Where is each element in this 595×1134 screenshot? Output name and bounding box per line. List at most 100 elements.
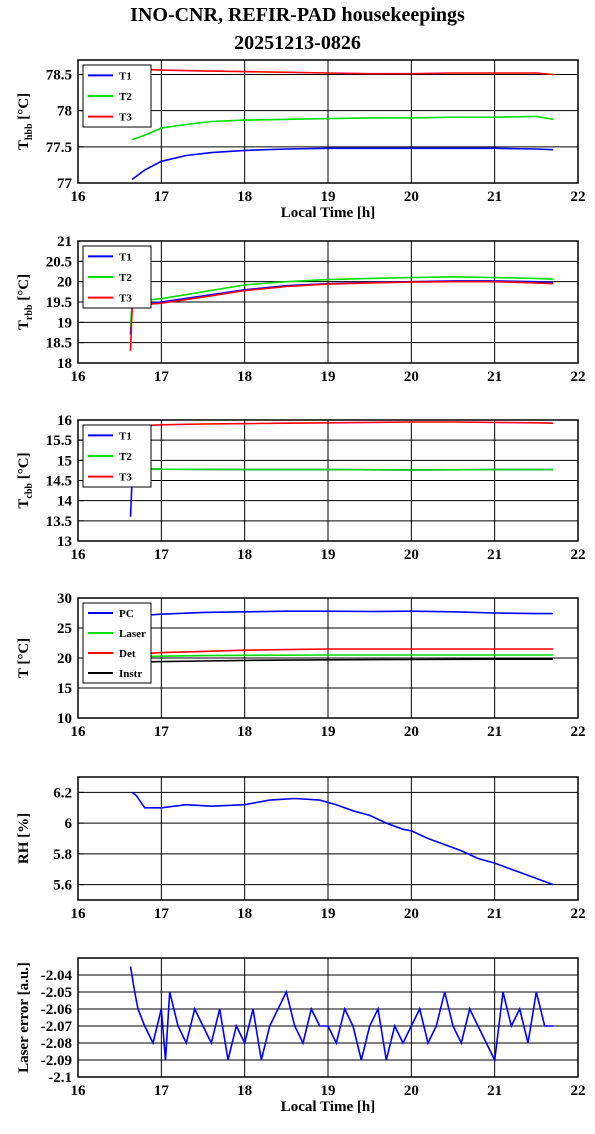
y-tick-label: 19 [57,315,72,331]
chart-title-line2: 20251213-0826 [234,32,361,54]
x-tick-label: 19 [321,189,336,205]
series-line-instr [132,658,553,663]
series-line-t1 [129,467,553,517]
chart-panel-3: 13 13.5 14 14.5 15 15.5 16 16 17 18 19 20 21 22 Tcbb [… [16,413,586,563]
x-axis-label: Local Time [h] [281,1099,375,1115]
y-tick-label: -2.05 [41,985,72,1001]
legend-label: T2 [119,91,132,103]
y-tick-label: 20.5 [46,254,72,270]
x-tick-label: 16 [71,369,87,385]
y-axis-label: Laser error [a.u.] [16,962,32,1073]
x-tick-label: 18 [237,547,252,563]
y-axis-label: Thbb [°C] [16,93,35,150]
chart-panel-6: -2.1-2.09-2.08-2.07-2.06-2.05-2.04 16 17 18… [16,957,586,1115]
plot-frame [77,59,579,184]
x-tick-label: 18 [237,189,252,205]
legend-label: T1 [119,70,132,82]
x-tick-label: 21 [487,547,502,563]
series-line-data [129,966,553,1063]
x-tick-label: 16 [71,906,87,922]
x-tick-label: 22 [571,906,586,922]
x-tick-label: 16 [71,1083,87,1099]
chart-panel-2: 18 18.5 19 19.5 20 20.5 21 16 17 18 19 20 21 22 Trbb [… [16,234,586,385]
y-tick-label: 14 [57,494,73,510]
x-tick-label: 22 [571,189,586,205]
y-tick-label: 19.5 [46,295,72,311]
y-tick-label: -2.1 [48,1070,72,1086]
x-tick-label: 18 [237,1083,252,1099]
chart-panel-1: 77 77.5 78 78.5 16 17 18 19 20 21 22 Local Time [h]… [16,59,586,221]
x-tick-label: 19 [321,906,336,922]
series-line-t1 [129,280,554,335]
y-tick-label: 21 [57,234,72,250]
series-line-laser [132,654,553,658]
x-tick-label: 19 [321,724,336,740]
x-tick-label: 20 [404,906,419,922]
y-tick-label: 18.5 [46,336,72,352]
chart-panel-5: 5.6 5.8 6 6.2 16 17 18 19 20 21 22 RH [%] [16,776,586,922]
legend-label: T1 [119,251,132,263]
x-tick-label: 16 [71,724,87,740]
legend-label: Det [119,648,136,660]
y-tick-label: -2.09 [41,1053,72,1069]
x-tick-label: 19 [321,369,336,385]
legend-label: T3 [119,112,132,124]
legend-label: PC [119,608,134,620]
y-tick-label: 15 [57,453,72,469]
y-tick-label: 20 [57,651,72,667]
chart-panel-4: 10 15 20 25 30 16 17 18 19 20 21 22 T [°C] PC Laser Det… [16,591,586,740]
y-tick-label: 30 [57,591,72,607]
y-axis-label: RH [%] [16,813,32,864]
x-tick-label: 17 [154,547,170,563]
x-tick-label: 17 [154,189,170,205]
y-tick-label: 25 [57,621,72,637]
y-axis-label: Trbb [°C] [16,274,35,330]
y-tick-label: 5.6 [53,878,72,894]
y-tick-label: 6.2 [53,785,72,801]
y-tick-label: 16 [57,413,73,429]
x-tick-label: 17 [154,724,170,740]
x-tick-label: 18 [237,724,252,740]
x-tick-label: 17 [154,369,170,385]
y-tick-label: 10 [57,711,72,727]
x-axis-label: Local Time [h] [281,205,375,221]
y-tick-label: 6 [65,816,73,832]
x-tick-label: 22 [571,547,586,563]
legend-label: Instr [119,668,142,680]
chart-title-line1: INO-CNR, REFIR-PAD housekeepings [130,4,465,26]
x-tick-label: 17 [154,1083,170,1099]
x-tick-label: 20 [404,189,419,205]
y-tick-label: -2.07 [41,1019,73,1035]
legend-box [82,602,152,684]
y-axis-label: Tcbb [°C] [16,452,35,508]
plot-frame [77,957,579,1078]
legend-label: T2 [119,451,132,463]
x-tick-label: 16 [71,547,87,563]
y-tick-label: 13 [57,534,72,550]
y-tick-label: 18 [57,356,72,372]
x-tick-label: 20 [404,547,419,563]
y-tick-label: 14.5 [46,474,72,490]
x-tick-label: 22 [571,1083,586,1099]
series-line-data [131,791,554,886]
x-tick-label: 21 [487,189,502,205]
x-tick-label: 19 [321,1083,336,1099]
y-tick-label: 15.5 [46,433,72,449]
y-tick-label: 78.5 [46,67,72,83]
x-tick-label: 17 [154,906,170,922]
y-tick-label: 77 [57,176,73,192]
series-line-t2 [131,115,554,141]
legend-label: T1 [119,430,132,442]
plot-frame [77,776,579,901]
series-line-t3 [132,66,554,76]
legend-label: T3 [119,293,132,305]
legend-label: T3 [119,472,132,484]
x-tick-label: 18 [237,369,252,385]
y-axis-label: T [°C] [16,638,32,678]
y-tick-label: 77.5 [46,140,72,156]
series-line-det [132,648,553,656]
x-tick-label: 21 [487,369,502,385]
y-tick-label: -2.04 [41,968,73,984]
y-tick-label: 78 [57,104,72,120]
